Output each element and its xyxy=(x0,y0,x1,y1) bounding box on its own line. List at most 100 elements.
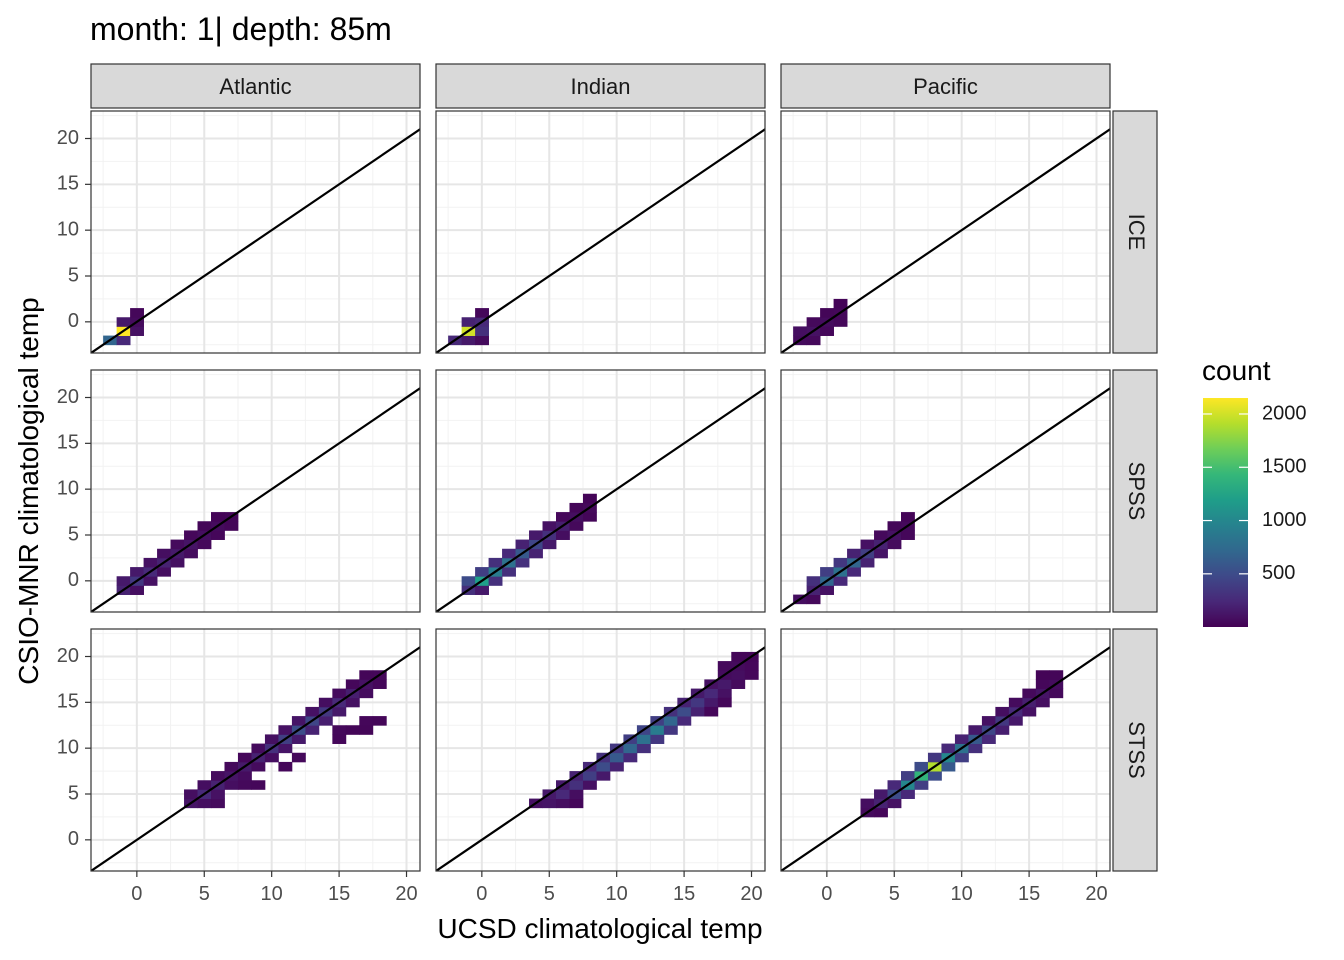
heatmap-cell xyxy=(704,688,719,699)
x-tick-label: 15 xyxy=(673,883,695,905)
heatmap-cell xyxy=(569,798,584,809)
x-tick-label: 5 xyxy=(544,883,555,905)
heatmap-cell xyxy=(237,752,252,763)
heatmap-cell xyxy=(927,771,942,781)
heatmap-cell xyxy=(968,743,983,754)
facet-panel xyxy=(435,369,766,613)
heatmap-cell xyxy=(461,335,476,346)
heatmap-cell xyxy=(130,326,144,336)
heatmap-cell xyxy=(461,317,476,327)
heatmap-cell xyxy=(582,771,597,781)
heatmap-cell xyxy=(542,539,557,550)
heatmap-cell xyxy=(157,567,171,577)
heatmap-cell xyxy=(461,576,476,586)
legend-tick-label: 1000 xyxy=(1262,509,1307,531)
reference-line-group xyxy=(91,387,420,612)
heatmap-cell xyxy=(731,651,746,662)
heatmap-cell xyxy=(184,789,198,799)
heatmap-cell xyxy=(264,752,279,763)
facet-panel xyxy=(90,110,421,354)
panel-background xyxy=(91,111,420,353)
heatmap-cell xyxy=(582,493,597,504)
reference-line xyxy=(91,646,420,871)
x-tick-label: 5 xyxy=(199,883,210,905)
facet-strip-row xyxy=(1112,110,1158,354)
chart-title: month: 1| depth: 85m xyxy=(90,11,392,47)
heatmap-cell xyxy=(542,798,557,809)
heatmap-cell xyxy=(184,548,198,559)
axes: 0 5 10 15 20 0 5 10 15 20 0 5 10 15 20 0 5 10 15 20 0 5 10 15 20… xyxy=(57,127,1108,905)
y-tick-label: 15 xyxy=(57,173,79,195)
heatmap-cell xyxy=(927,752,942,763)
panel-background xyxy=(436,629,765,871)
heatmap-cell xyxy=(116,576,131,586)
x-tick-label: 20 xyxy=(1085,883,1107,905)
legend: count 500 1000 1500 2000 xyxy=(1202,355,1307,627)
heatmap-cell xyxy=(860,557,875,568)
heatmap-cell xyxy=(1008,697,1023,708)
heatmap-cell xyxy=(251,743,266,754)
y-axis-label: CSIO-MNR climatological temp xyxy=(13,297,44,684)
heatmap-cell xyxy=(968,725,983,735)
heatmap-cell xyxy=(130,308,144,318)
heatmap-cell xyxy=(251,780,266,790)
heatmap-cell xyxy=(874,530,888,540)
heatmap-cell xyxy=(170,557,185,568)
heatmap-cell xyxy=(717,688,732,699)
heatmap-cell xyxy=(874,789,888,799)
facet-strip-row-label: SPSS xyxy=(1124,462,1149,521)
facet-panel xyxy=(435,110,766,354)
reference-line xyxy=(436,387,765,612)
heatmap-cell xyxy=(704,706,719,717)
y-tick-label: 10 xyxy=(57,736,79,758)
heatmap-cell xyxy=(170,539,185,550)
heatmap-cell xyxy=(278,725,293,735)
heatmap-cell xyxy=(820,567,834,577)
heatmap-cell xyxy=(596,771,611,781)
heatmap-cell xyxy=(237,771,252,781)
reference-line-group xyxy=(91,646,420,871)
legend-tick-label: 1500 xyxy=(1262,456,1307,478)
heatmap-cell xyxy=(995,706,1010,717)
heatmap-cell xyxy=(1008,716,1023,726)
heatmap-cell xyxy=(1049,670,1064,680)
heatmap-cell xyxy=(305,706,320,717)
facet-strip-row-label: ICE xyxy=(1124,214,1149,251)
heatmap-cell xyxy=(184,530,198,540)
heatmap-cell xyxy=(744,661,759,671)
panel-border xyxy=(90,369,421,613)
heatmap-cell xyxy=(677,706,692,717)
heatmap-cell xyxy=(569,789,584,799)
heatmap-cell xyxy=(981,716,996,726)
heatmap-cell xyxy=(663,725,678,735)
heatmap-cell xyxy=(623,743,638,754)
panel-border xyxy=(90,110,421,354)
heatmap-cell xyxy=(731,670,746,680)
heatmap-cell xyxy=(901,789,915,799)
heatmap-cell xyxy=(264,734,279,744)
heatmap-cell xyxy=(502,548,516,559)
heatmap-cell xyxy=(305,725,320,735)
x-tick-label: 10 xyxy=(606,883,628,905)
y-tick-label: 10 xyxy=(57,477,79,499)
reference-line xyxy=(781,387,1110,612)
y-tick-label: 20 xyxy=(57,127,79,149)
heatmap-cell xyxy=(197,521,212,531)
reference-line xyxy=(436,646,765,871)
heatmap-cell xyxy=(690,706,705,717)
x-tick-label: 0 xyxy=(131,883,142,905)
heatmap-cell xyxy=(359,725,374,735)
heatmap-cell xyxy=(874,548,888,559)
heatmap-cell xyxy=(211,771,225,781)
panel-background xyxy=(436,111,765,353)
panel-border xyxy=(780,628,1111,872)
heatmap-cell xyxy=(211,530,225,540)
heatmap-cell xyxy=(569,521,584,531)
heatmap-cell xyxy=(515,557,530,568)
heatmap-cell xyxy=(901,771,915,781)
heatmap-cell xyxy=(475,308,489,318)
heatmap-cell xyxy=(569,502,584,513)
heatmap-cell xyxy=(529,548,543,559)
heatmap-cell xyxy=(914,780,929,790)
facet-panel xyxy=(90,628,421,872)
